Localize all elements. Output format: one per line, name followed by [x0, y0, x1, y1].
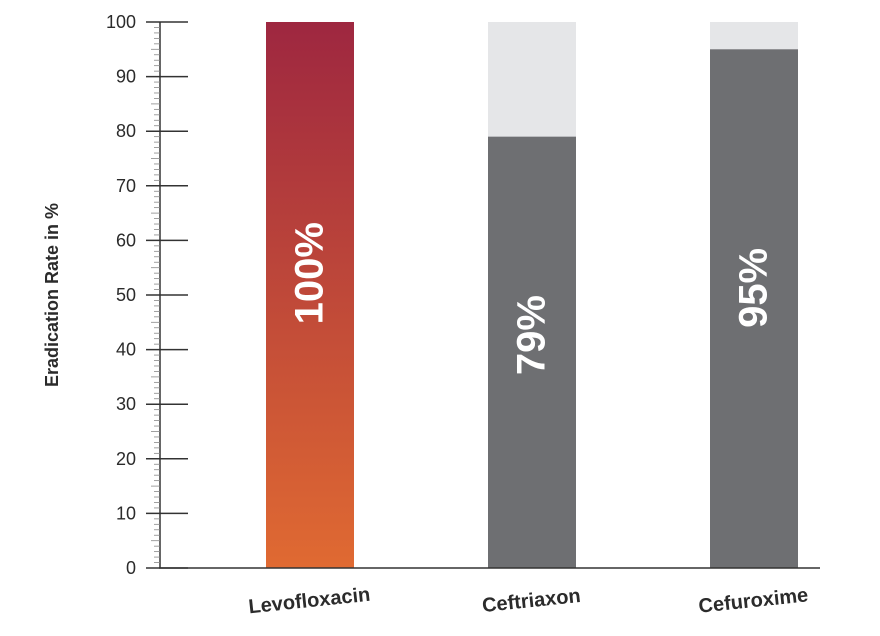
y-axis-title: Eradication Rate in % — [42, 203, 62, 387]
y-tick-label: 50 — [116, 285, 136, 305]
y-tick-label: 60 — [116, 230, 136, 250]
bar-cefuroxime — [710, 49, 798, 569]
category-label-cefuroxime: Cefuroxime — [698, 584, 810, 617]
bar-value-label-ceftriaxon: 79% — [510, 295, 554, 375]
category-label-ceftriaxon: Ceftriaxon — [481, 585, 582, 617]
y-tick-label: 20 — [116, 449, 136, 469]
y-tick-label: 70 — [116, 176, 136, 196]
bar-levofloxacin — [266, 22, 354, 568]
bars — [266, 22, 798, 569]
y-tick-label: 10 — [116, 503, 136, 523]
y-tick-label: 90 — [116, 67, 136, 87]
bar-value-label-cefuroxime: 95% — [732, 248, 776, 328]
y-tick-label: 100 — [106, 12, 136, 32]
category-label-levofloxacin: Levofloxacin — [247, 584, 371, 619]
y-tick-label: 40 — [116, 340, 136, 360]
y-tick-label: 80 — [116, 121, 136, 141]
y-tick-label: 0 — [126, 558, 136, 578]
bar-ceftriaxon — [488, 136, 576, 568]
y-axis: 0 10 20 30 40 50 60 70 80 90 100 — [106, 12, 820, 578]
y-tick-label: 30 — [116, 394, 136, 414]
bar-value-label-levofloxacin: 100% — [288, 222, 332, 324]
